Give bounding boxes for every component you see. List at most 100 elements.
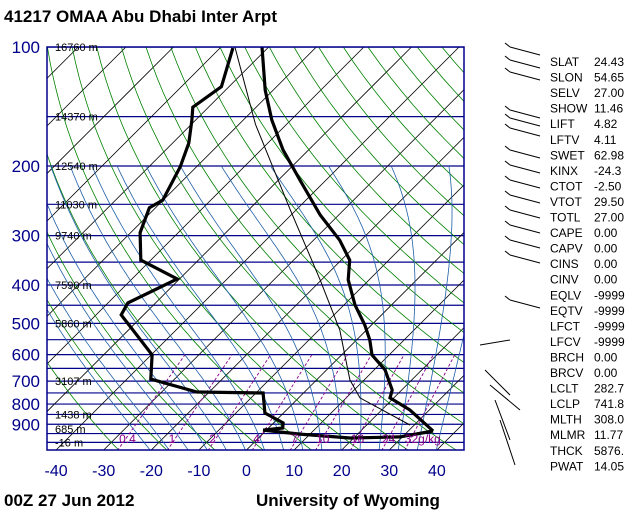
background-grid <box>47 47 464 450</box>
index-name: EQLV <box>550 288 581 302</box>
wind-barb <box>484 369 511 396</box>
height-label: 9740 m <box>55 231 92 243</box>
moist-adiabat-line <box>328 165 386 450</box>
wind-barb-flag <box>504 67 511 73</box>
index-value: -9999 <box>594 288 625 302</box>
wind-barb-flag <box>504 205 511 211</box>
index-value: 29.50 <box>594 195 624 209</box>
dry-adiabat-line <box>47 361 120 450</box>
wind-barb <box>509 194 541 204</box>
pressure-tick-label: 200 <box>12 157 40 176</box>
index-name: LFCV <box>550 335 581 349</box>
isotherm-line <box>47 47 365 365</box>
index-name: CAPE <box>550 226 583 240</box>
mixing-ratio-line <box>381 354 434 450</box>
index-value: 282.7 <box>594 382 624 396</box>
moist-adiabat-line <box>116 165 285 450</box>
source-label: University of Wyoming <box>256 491 440 510</box>
dry-adiabat-line <box>47 298 168 450</box>
mixing-ratio-line <box>289 354 349 450</box>
wind-barb <box>509 127 541 137</box>
isotherm-line <box>47 47 317 317</box>
isotherm-line <box>150 136 464 450</box>
pressure-tick-label: 400 <box>12 276 40 295</box>
index-value: 0.00 <box>594 242 618 256</box>
index-name: LFTV <box>550 133 579 147</box>
index-value: 54.65 <box>594 71 624 85</box>
wind-barb <box>509 109 541 119</box>
index-name: SLAT <box>550 55 580 69</box>
chart-title: 41217 OMAA Abu Dhabi Inter Arpt <box>4 7 277 26</box>
mixing-ratio-label: 24 <box>382 432 396 446</box>
height-label: 11030 m <box>55 199 97 211</box>
pressure-tick-label: 900 <box>12 415 40 434</box>
index-name: LFCT <box>550 319 581 333</box>
wind-barb-flag <box>504 145 511 151</box>
height-label: 12540 m <box>55 161 98 173</box>
wind-barb <box>509 179 541 189</box>
isotherm-line <box>47 47 269 270</box>
mixing-ratio-label: 1 <box>169 432 176 446</box>
height-label: 16760 m <box>55 42 98 54</box>
index-name: BRCV <box>550 366 583 380</box>
height-label: 5860 m <box>55 318 92 330</box>
wind-barb <box>509 299 541 309</box>
index-value: 11.77 <box>594 428 623 442</box>
moist-adiabat-line <box>270 165 362 450</box>
wind-barb-flag <box>504 123 511 129</box>
index-value: 4.82 <box>594 117 618 131</box>
wind-barbs <box>479 42 541 466</box>
wind-barb <box>509 209 541 219</box>
height-label: 1438 m <box>55 409 92 421</box>
height-label: -16 m <box>55 437 83 449</box>
wind-barb-flag <box>504 250 511 256</box>
index-name: BRCH <box>550 350 584 364</box>
moist-adiabat-line <box>47 277 170 450</box>
isotherm-line <box>341 327 464 450</box>
dry-adiabat-line <box>194 47 464 363</box>
dry-adiabat-line <box>145 47 464 425</box>
mixing-ratio-line <box>350 354 405 450</box>
index-value: -9999 <box>594 335 625 349</box>
wind-barb-flag <box>504 295 511 301</box>
isotherm-line <box>55 47 460 450</box>
moist-adiabat-line <box>47 242 189 450</box>
mixing-ratio-label: 4 <box>253 432 260 446</box>
mixing-ratio-label: 32g/kg <box>405 432 441 446</box>
index-value: 308.0 <box>594 413 624 427</box>
moist-adiabat-line <box>47 308 151 450</box>
dry-adiabat-line <box>96 47 409 450</box>
mixing-ratio-label: 16 <box>351 432 365 446</box>
isotherm-line <box>245 231 464 450</box>
dry-adiabat-line <box>121 47 457 450</box>
isotherm-line <box>47 47 412 413</box>
index-value: 24.43 <box>594 55 624 69</box>
temperature-line <box>260 47 435 433</box>
time-label: 00Z 27 Jun 2012 <box>4 491 134 510</box>
isotherm-line <box>47 47 127 127</box>
dry-adiabat-line <box>47 231 216 450</box>
wind-barb-flag <box>504 55 511 61</box>
index-name: MLMR <box>550 428 586 442</box>
index-value: -2.50 <box>594 179 622 193</box>
wind-barb <box>509 164 541 174</box>
index-name: LIFT <box>550 117 575 131</box>
pressure-tick-label: 100 <box>12 38 40 57</box>
isotherm-line <box>47 47 174 175</box>
mixing-ratio-line <box>166 354 233 450</box>
mixing-ratio-label: 2 <box>209 432 216 446</box>
index-value: 5876. <box>594 444 624 458</box>
plot-frame <box>46 46 465 451</box>
wind-barb-flag <box>504 175 511 181</box>
mixing-ratio-line <box>315 354 372 450</box>
height-label: 14370 m <box>55 112 98 124</box>
pressure-tick-label: 300 <box>12 227 40 246</box>
index-name: TOTL <box>550 211 581 225</box>
index-name: CAPV <box>550 242 583 256</box>
mixing-ratio-line <box>404 354 456 450</box>
index-value: 62.98 <box>594 148 624 162</box>
pressure-tick-label: 800 <box>12 395 40 414</box>
isotherm-line <box>388 374 464 450</box>
mixing-ratio-label: 10 <box>316 432 330 446</box>
